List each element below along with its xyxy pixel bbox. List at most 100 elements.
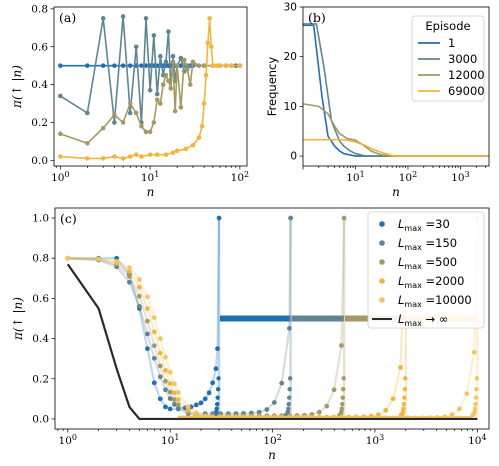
data-point [183,146,189,152]
data-point [58,93,63,99]
data-point [214,406,219,411]
y-tick-label: 20 [284,51,297,63]
data-point [181,57,187,63]
data-point [341,376,346,381]
x-tick-label: 103 [451,170,469,184]
y-tick-label: 0.8 [32,253,49,265]
y-tick-label: 0.0 [31,155,48,167]
data-point [145,346,150,352]
y-tick-label: 0.2 [32,373,49,385]
data-point [166,78,171,84]
data-point [163,387,168,393]
data-point [160,82,166,87]
data-point [157,350,163,356]
data-point [175,402,181,408]
legend-label: Lmax → ∞ [398,312,448,328]
data-point [174,63,180,68]
data-point [136,304,142,309]
data-point [151,315,157,321]
data-point [167,396,173,401]
data-point [288,215,293,221]
data-point [190,142,196,148]
y-tick-label: 0.8 [31,3,48,15]
data-point [139,154,144,159]
data-point [151,33,157,38]
data-point [228,63,234,68]
y-tick-label: 0.2 [31,117,48,129]
series-line [66,263,478,421]
data-point [147,87,153,93]
y-tick-label: 0.4 [32,333,49,345]
data-point [157,374,163,380]
data-point [58,63,63,68]
data-point [210,63,216,68]
x-tick-label: 104 [468,433,486,447]
data-point [185,67,190,72]
data-point [127,101,133,106]
x-tick-label: 101 [141,170,159,184]
data-point [401,406,406,411]
data-point [316,409,322,415]
data-point [170,150,176,156]
data-point [340,395,345,400]
y-tick-label: 0.4 [31,79,48,91]
y-axis-label: Frequency [265,57,279,117]
plateau-band [219,315,291,322]
data-point [324,403,330,409]
legend-swatch [379,240,385,246]
data-point [136,284,142,290]
data-point [390,396,396,402]
data-point [114,258,120,264]
data-point [151,380,157,386]
data-point [172,390,177,396]
data-point [403,376,408,381]
data-point [264,407,270,412]
data-point [127,63,133,68]
series-line [303,23,489,157]
data-point [279,380,285,386]
data-point [100,125,106,131]
data-point [145,306,150,311]
data-point [198,400,204,406]
data-point [402,395,407,400]
data-point [199,123,205,129]
data-point [158,53,163,59]
series-line [67,218,221,411]
x-tick-label: 102 [399,170,417,184]
x-tick-label: 101 [346,170,364,184]
data-point [175,406,181,411]
x-tick-label: 101 [161,433,179,447]
data-point [215,395,220,400]
legend-title: Episode [425,19,470,33]
data-point [213,366,219,372]
legend: Lmax =30 Lmax =150 Lmax =500 Lmax =2000 Lmax… [367,211,485,329]
data-point [341,215,347,221]
data-point [96,256,102,262]
data-point [120,156,126,161]
panel-a: 100 101 102 0.0 0.2 0.4 0.6 0.8 n π(↑ |n) (a) [10,3,249,199]
data-point [286,401,291,407]
data-point [339,343,344,348]
data-point [185,404,191,410]
data-point [127,279,132,285]
data-point [210,380,216,386]
data-point [207,16,212,21]
panel-label: (b) [308,10,326,25]
data-point [120,14,126,19]
data-point [85,63,90,68]
data-point [398,365,403,370]
data-point [175,397,181,402]
legend-label: Lmax =10000 [398,293,472,309]
series-line [303,138,489,157]
data-point [143,16,149,21]
data-point [237,63,243,68]
data-point [163,72,169,78]
axes-frame [53,6,248,167]
data-point [120,120,126,125]
data-point [120,63,126,68]
data-point [339,406,345,411]
data-point [85,110,90,116]
data-point [136,277,142,282]
y-tick-label: 0.6 [32,293,49,305]
data-point [256,409,262,415]
